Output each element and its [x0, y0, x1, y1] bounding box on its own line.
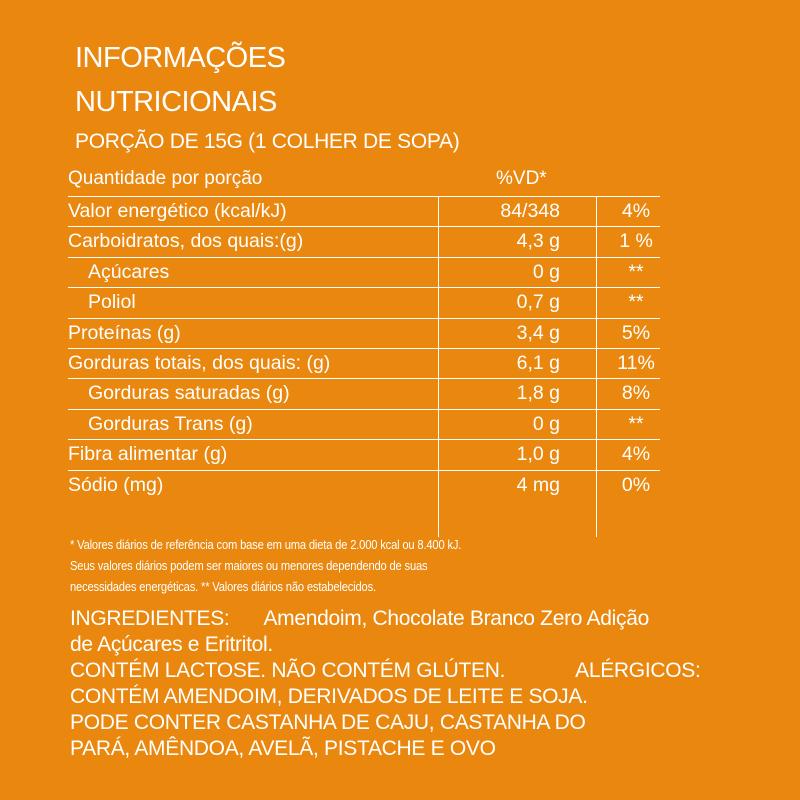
title-line-2: NUTRICIONAIS	[75, 86, 277, 118]
nutrition-table: Quantidade por porção %VD* Valor energét…	[68, 166, 660, 537]
nutrient-name: Fibra alimentar (g)	[68, 443, 228, 466]
table-row: Valor energético (kcal/kJ) 84/348 4%	[68, 197, 660, 228]
portion-size: PORÇÃO DE 15G (1 COLHER DE SOPA)	[75, 130, 460, 153]
title-line-1: INFORMAÇÕES	[75, 42, 286, 74]
nutrient-amount: 0,7 g	[516, 291, 560, 314]
nutrient-name: Carboidratos, dos quais:(g)	[68, 230, 304, 253]
nutrient-vd: 5%	[621, 321, 651, 344]
table-row: Sódio (mg) 4 mg 0%	[68, 471, 660, 501]
quantity-header: Quantidade por porção	[68, 168, 263, 189]
lactose-gluten-notice: CONTÉM LACTOSE. NÃO CONTÉM GLÚTEN.	[70, 659, 506, 682]
nutrient-amount: 0 g	[532, 412, 560, 435]
nutrient-vd: 4%	[621, 200, 651, 222]
column-divider	[596, 197, 597, 537]
allergens-line: CONTÉM AMENDOIM, DERIVADOS DE LEITE E SO…	[70, 685, 588, 708]
vd-header: %VD*	[496, 168, 547, 189]
table-row: Gorduras totais, dos quais: (g) 6,1 g 11…	[68, 349, 660, 380]
nutrient-vd: **	[628, 291, 644, 314]
nutrient-name: Proteínas (g)	[68, 321, 181, 344]
table-row: Gorduras Trans (g) 0 g **	[68, 410, 660, 441]
footnote-line: Seus valores diários podem ser maiores o…	[70, 558, 428, 573]
nutrient-name: Açúcares	[88, 260, 170, 283]
ingredients-label: INGREDIENTES:	[70, 607, 230, 630]
table-row: Carboidratos, dos quais:(g) 4,3 g 1 %	[68, 227, 660, 258]
nutrient-amount: 3,4 g	[516, 321, 560, 344]
table-row: Proteínas (g) 3,4 g 5%	[68, 319, 660, 349]
nutrient-name: Gorduras Trans (g)	[88, 412, 253, 435]
nutrient-amount: 0 g	[532, 260, 560, 283]
nutrient-vd: 1 %	[619, 230, 653, 253]
nutrient-amount: 6,1 g	[516, 351, 560, 374]
nutrient-amount: 4 mg	[516, 473, 560, 496]
nutrient-vd: 8%	[621, 382, 651, 405]
nutrient-name: Poliol	[88, 291, 136, 314]
nutrient-vd: 11%	[617, 351, 655, 374]
column-divider	[438, 197, 439, 537]
nutrient-amount: 1,0 g	[516, 443, 560, 466]
may-contain-line: PARÁ, AMÊNDOA, AVELÃ, PISTACHE E OVO	[70, 737, 496, 760]
nutrient-vd: **	[628, 412, 644, 435]
table-body: Valor energético (kcal/kJ) 84/348 4% Car…	[68, 196, 660, 537]
nutrient-amount: 1,8 g	[516, 382, 560, 405]
allergens-label: ALÉRGICOS:	[575, 659, 701, 682]
footnote-line: * Valores diários de referência com base…	[70, 537, 462, 552]
nutrition-title: INFORMAÇÕES NUTRICIONAIS	[75, 36, 286, 124]
nutrient-name: Valor energético (kcal/kJ)	[68, 200, 287, 222]
nutrient-amount: 84/348	[500, 200, 560, 222]
nutrient-amount: 4,3 g	[516, 230, 560, 253]
ingredients-text-cont: de Açúcares e Eritritol.	[70, 633, 273, 656]
ingredients-section: INGREDIENTES: Amendoim, Chocolate Branco …	[70, 606, 750, 762]
nutrient-vd: **	[628, 260, 644, 283]
nutrient-name: Gorduras saturadas (g)	[88, 382, 290, 405]
table-row: Poliol 0,7 g **	[68, 288, 660, 319]
table-row: Fibra alimentar (g) 1,0 g 4%	[68, 440, 660, 471]
table-row: Açúcares 0 g **	[68, 258, 660, 289]
ingredients-text: Amendoim, Chocolate Branco Zero Adição	[263, 607, 649, 630]
nutrient-vd: 0%	[621, 473, 651, 496]
table-row: Gorduras saturadas (g) 1,8 g 8%	[68, 379, 660, 410]
nutrient-name: Gorduras totais, dos quais: (g)	[68, 351, 331, 374]
nutrient-name: Sódio (mg)	[68, 473, 164, 496]
table-header: Quantidade por porção %VD*	[68, 166, 660, 196]
nutrient-vd: 4%	[621, 443, 651, 466]
may-contain-line: PODE CONTER CASTANHA DE CAJU, CASTANHA D…	[70, 711, 586, 734]
footnote-line: necessidades energéticas. ** Valores diá…	[70, 579, 376, 594]
footnote: * Valores diários de referência com base…	[70, 534, 620, 597]
